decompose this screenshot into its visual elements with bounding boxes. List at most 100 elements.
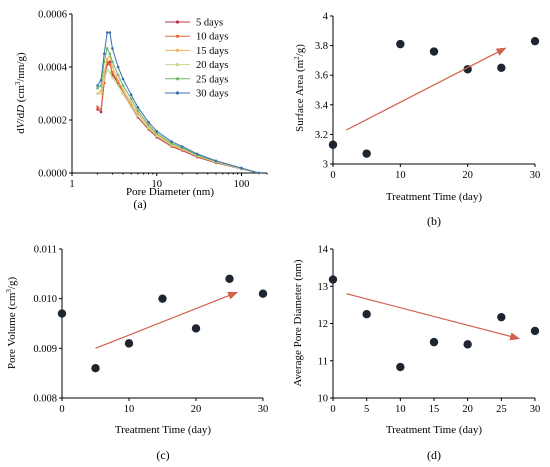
series-point-4 [108,71,112,74]
legend-label-3: 15 days [196,46,228,57]
y-tick-label-d: 10 [318,394,329,405]
series-point-4 [111,76,114,79]
panel-c: (c) Treatment Time (day) Pore Volume (cm… [5,245,268,463]
xlabel-a: Pore Diameter (nm) [126,186,214,198]
series-line-3 [97,55,259,174]
plot-b [328,36,540,158]
series-point-4 [116,84,120,87]
trend-arrow-b [346,47,507,131]
series-point-6 [99,78,103,82]
y-tick-label-d: 13 [318,282,329,293]
xlabel-b: Treatment Time (day) [386,191,482,203]
ylabel-c: Pore Volume (cm3/g) [5,277,18,370]
series-point-3 [116,78,120,82]
series-point-4 [105,68,109,71]
series-point-6 [180,145,184,148]
axes-a: 1 10 100 0.0000 0.0002 0.0004 0.0006 [38,10,268,190]
series-point-3 [129,101,133,105]
x-tick-label-b: 30 [530,170,541,181]
y-tick-label-a: 0.0000 [38,169,67,180]
caption-a: (a) [133,197,146,211]
series-point-5 [155,131,159,135]
y-tick-label-b: 3.8 [315,41,328,52]
y-tick-label-c: 0.009 [33,344,57,355]
series-point-4 [136,114,140,118]
xlabel-d: Treatment Time (day) [386,424,482,436]
series-point-4 [102,78,106,82]
series-point-6 [108,31,112,34]
series-line-5 [97,47,259,174]
data-point-b [362,149,371,158]
ylabel-b: Surface Area (m2/g) [293,44,306,132]
series-point-5 [96,86,99,90]
series-line-4 [97,68,259,174]
data-point-c [158,294,167,303]
y-tick-label-c: 0.011 [34,245,57,256]
data-point-b [497,63,506,72]
x-tick-label-d: 30 [530,404,541,415]
series-point-5 [147,123,150,127]
data-point-d [530,326,540,336]
x-tick-label-d: 25 [496,404,507,415]
series-point-4 [129,105,133,109]
series-point-2 [108,63,112,66]
legend-marker-1 [175,20,180,24]
x-tick-label-c: 20 [191,404,202,415]
y-tick-label-b: 4 [323,12,329,23]
series-point-3 [102,71,106,74]
panel-d: (d) Treatment Time (day) Average Pore Di… [292,245,540,463]
series-point-4 [121,92,125,95]
series-point-6 [102,52,106,56]
legend-a: 5 days 10 days 15 days 20 days 25 days 30 day… [165,18,228,100]
series-point-2 [111,71,114,74]
y-tick-label-d: 11 [318,356,328,367]
data-point-d [429,337,439,347]
y-tick-label-d: 14 [318,245,329,256]
series-point-6 [155,129,159,133]
data-point-d [396,362,405,372]
data-point-c [91,364,100,373]
data-point-d [362,309,371,319]
series-point-4 [99,92,103,95]
series-point-3 [105,57,109,61]
series-point-6 [147,120,150,124]
plot-c [57,274,268,373]
series-point-4 [147,126,150,130]
data-point-b [396,39,405,49]
series-point-5 [136,109,140,113]
series-point-6 [96,84,99,87]
y-tick-label-a: 0.0006 [38,10,67,21]
data-point-d [497,312,506,322]
axes-c: 0 10 20 30 0.008 0.009 0.010 0.011 [33,245,268,416]
series-point-6 [111,47,114,50]
series-point-5 [99,84,103,87]
series-point-6 [121,77,125,81]
series-line-6 [97,32,259,174]
series-point-5 [111,60,114,63]
legend-marker-3 [175,48,180,53]
legend-label-5: 25 days [196,74,228,85]
ylabel-d: Average Pore Diameter (nm) [292,259,304,386]
y-tick-label-c: 0.008 [33,394,57,405]
series-point-1 [99,110,103,114]
series-point-2 [96,105,99,109]
axes-b: 0 10 20 30 3 3.2 3.4 3.6 3.8 4 [315,12,540,182]
legend-label-4: 20 days [196,60,228,71]
series-point-5 [129,97,133,101]
x-tick-label-d: 15 [429,404,440,415]
series-point-6 [214,159,218,163]
series-point-6 [105,31,109,34]
caption-b: (b) [427,214,441,228]
x-tick-label-c: 10 [124,404,135,415]
y-tick-label-d: 12 [318,319,329,330]
series-point-5 [105,47,109,50]
data-point-c [258,289,268,298]
legend-label-6: 30 days [196,89,228,100]
series-point-2 [99,108,103,111]
series-point-5 [108,52,112,56]
x-tick-label-a: 100 [234,179,250,190]
legend-label-2: 10 days [196,32,228,43]
x-tick-label-b: 20 [462,170,473,181]
x-tick-label-a: 1 [69,179,74,190]
